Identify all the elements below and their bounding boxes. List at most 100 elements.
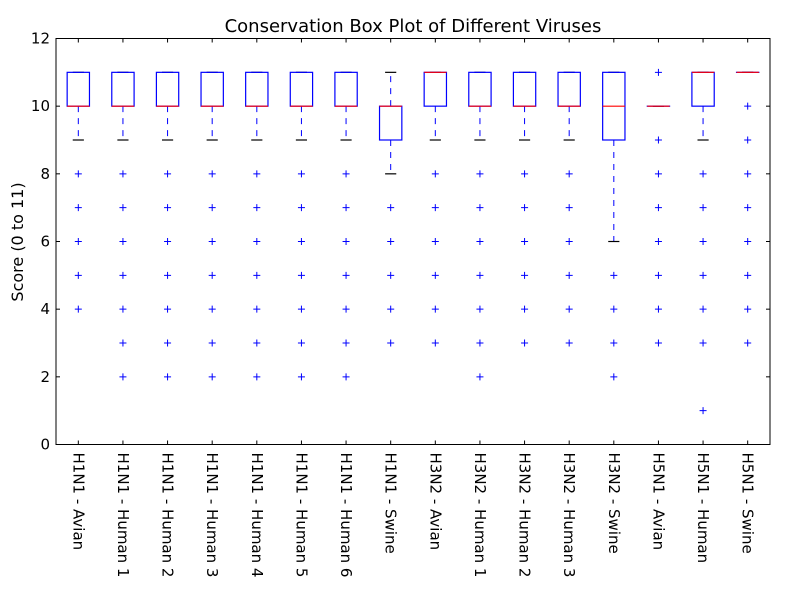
box-iqr [66,71,91,107]
outlier-point [164,305,172,313]
outlier-marker [297,373,305,381]
box-iqr [200,71,224,107]
outlier-marker [253,204,261,212]
outlier-point [119,238,127,245]
outlier-marker [654,238,662,245]
outlier-marker [565,238,573,245]
outlier-marker [74,238,82,245]
outlier-point [565,305,573,313]
outlier-marker [654,68,662,76]
outlier-point [744,238,752,245]
y-tick-label: 6 [40,233,50,251]
outlier-marker [744,271,752,279]
outlier-marker [387,238,395,245]
outlier-point [208,305,216,313]
outlier-marker [744,170,752,178]
outlier-point [476,339,484,347]
outlier-marker [744,102,752,110]
box-group [691,71,715,415]
box-iqr [423,71,448,107]
box-group [66,71,91,313]
outlier-point [476,204,484,212]
outlier-point [431,339,439,347]
outlier-marker [699,339,707,347]
x-tick-label: H1N1 - Human 4 [248,453,266,578]
x-tick-label: H5N1 - Swine [739,453,757,554]
outlier-point [208,238,216,245]
outlier-marker [342,271,350,279]
x-axis: H1N1 - Avian H1N1 - Human 1 H1N1 - Human 2… [69,38,757,578]
outlier-point [654,339,662,347]
outlier-marker [565,305,573,313]
box-iqr [557,71,581,107]
outlier-marker [521,238,529,245]
outlier-point [342,204,350,212]
outlier-marker [342,339,350,347]
outlier-point [164,373,172,381]
outlier-marker [253,339,261,347]
x-tick-label: H1N1 - Human 6 [337,453,355,578]
outlier-marker [610,305,618,313]
x-tick-label: H3N2 - Human 3 [560,453,578,578]
outlier-point [119,373,127,381]
outlier-point [253,305,261,313]
outlier-marker [565,271,573,279]
outlier-point [387,339,395,347]
outlier-marker [476,271,484,279]
outlier-marker [297,204,305,212]
outlier-marker [476,305,484,313]
outlier-point [342,305,350,313]
outlier-marker [119,170,127,178]
outlier-marker [119,339,127,347]
x-tick-label: H1N1 - Human 3 [203,453,221,578]
outlier-point [208,170,216,178]
outlier-point [654,238,662,245]
outlier-marker [521,339,529,347]
outlier-point [297,373,305,381]
outlier-marker [342,305,350,313]
outlier-point [654,136,662,144]
outlier-marker [654,305,662,313]
y-tick-label: 8 [40,165,50,183]
outlier-point [342,339,350,347]
box-group [602,71,626,381]
outlier-point [431,204,439,212]
outlier-marker [164,238,172,245]
outlier-marker [74,271,82,279]
outlier-point [699,271,707,279]
outlier-marker [431,238,439,245]
x-tick-label: H1N1 - Human 2 [159,453,177,578]
outlier-point [476,373,484,381]
chart-title: Conservation Box Plot of Different Virus… [225,16,602,37]
outlier-marker [744,136,752,144]
outlier-marker [387,339,395,347]
outlier-point [476,238,484,245]
outlier-marker [208,305,216,313]
box-group [423,71,448,347]
outlier-point [164,204,172,212]
outlier-point [476,170,484,178]
outlier-marker [342,204,350,212]
box-group [646,68,671,347]
box-iqr [378,105,403,141]
outlier-point [297,305,305,313]
box-group [378,71,403,347]
outlier-marker [164,305,172,313]
box-iqr [334,71,358,107]
outlier-point [253,238,261,245]
outlier-point [744,271,752,279]
y-tick-label: 4 [40,300,50,318]
outlier-point [699,305,707,313]
plot-content [66,68,760,415]
x-tick-label: H3N2 - Swine [605,453,623,554]
outlier-marker [654,204,662,212]
outlier-marker [654,170,662,178]
outlier-point [74,305,82,313]
outlier-marker [431,339,439,347]
outlier-point [164,271,172,279]
outlier-point [119,204,127,212]
outlier-marker [297,339,305,347]
box-group [245,71,269,381]
outlier-point [521,339,529,347]
